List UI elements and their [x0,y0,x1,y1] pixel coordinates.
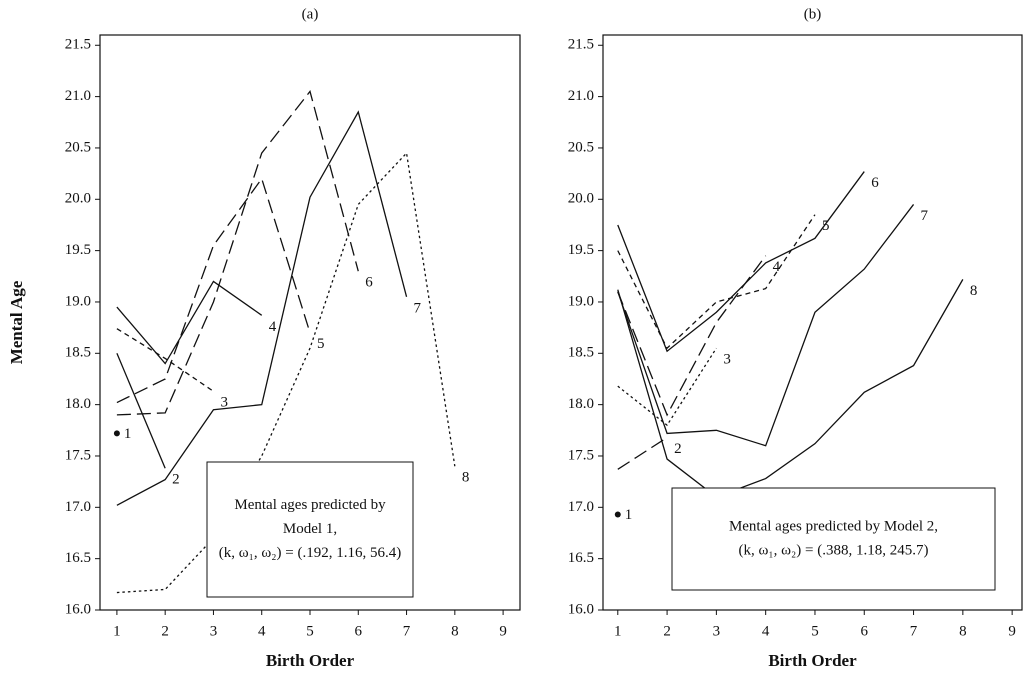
x-tick-label: 8 [451,623,459,639]
y-tick-label: 21.5 [568,37,594,53]
series-label: 6 [871,175,879,191]
series-line [116,280,263,365]
x-tick-label: 4 [258,623,266,639]
x-tick-label: 8 [959,623,967,639]
series-line [617,204,915,447]
series-line [116,90,359,416]
annotation-text: Mental ages predicted by Model 2, [729,518,938,534]
y-tick-label: 19.0 [65,293,91,309]
x-tick-label: 2 [663,623,671,639]
panel-title: (b) [804,6,822,22]
panel-title: (a) [302,6,319,22]
y-tick-label: 19.5 [568,242,594,258]
y-tick-label: 18.5 [568,345,594,361]
annotation-box [206,461,414,598]
series-line [617,279,964,498]
series-label: 8 [970,283,978,299]
y-tick-label: 21.5 [65,37,91,53]
series-point [113,430,120,437]
series-label: 5 [317,336,325,352]
series-label: 7 [921,208,929,224]
y-tick-label: 19.5 [65,242,91,258]
series-label: 4 [773,259,781,275]
x-tick-label: 3 [713,623,721,639]
series-label: 4 [269,319,277,335]
series-label: 2 [172,472,180,488]
annotation-text: (k, ω₁, ω₂) = (.192, 1.16, 56.4) [219,545,401,561]
annotation-text: (k, ω₁, ω₂) = (.388, 1.18, 245.7) [739,542,929,558]
x-tick-label: 5 [811,623,819,639]
y-tick-label: 20.5 [65,139,91,155]
x-tick-label: 9 [1008,623,1016,639]
y-tick-label: 16.5 [65,550,91,566]
series-line [617,436,668,470]
y-tick-label: 17.0 [65,499,91,515]
series-point [614,511,621,518]
x-tick-label: 9 [499,623,507,639]
x-tick-label: 6 [355,623,363,639]
y-tick-label: 20.5 [568,139,594,155]
y-tick-label: 17.5 [65,447,91,463]
series-line [617,347,717,427]
series-line [116,110,408,506]
series-line [116,177,311,404]
y-tick-label: 20.0 [65,191,91,207]
series-label: 6 [365,275,373,291]
x-axis-label: Birth Order [768,651,857,670]
y-tick-label: 21.0 [65,88,91,104]
y-tick-label: 18.5 [65,345,91,361]
x-tick-label: 3 [210,623,218,639]
annotation-box [671,487,996,591]
series-line [116,328,214,392]
series-label: 8 [462,470,470,486]
y-tick-label: 18.0 [65,396,91,412]
y-tick-label: 21.0 [568,88,594,104]
series-label: 1 [124,426,131,442]
y-tick-label: 17.0 [568,499,594,515]
annotation-text: Mental ages predicted by [234,497,386,513]
plot-frame [602,34,1023,611]
x-tick-label: 7 [910,623,918,639]
y-tick-label: 16.0 [568,601,594,617]
annotation-text: Model 1, [283,521,337,537]
series-line [116,353,166,469]
x-tick-label: 2 [161,623,169,639]
series-label: 3 [220,395,228,411]
y-tick-label: 17.5 [568,447,594,463]
x-tick-label: 1 [614,623,622,639]
y-tick-label: 19.0 [568,293,594,309]
series-label: 1 [625,507,633,523]
y-tick-label: 16.5 [568,550,594,566]
series-label: 7 [414,300,422,316]
y-tick-label: 16.0 [65,601,91,617]
x-tick-label: 6 [861,623,869,639]
y-tick-label: 20.0 [568,191,594,207]
x-tick-label: 1 [113,623,121,639]
y-axis-label: Mental Age [7,280,26,364]
series-label: 2 [674,441,682,457]
x-axis-label: Birth Order [266,651,355,670]
series-label: 5 [822,218,830,234]
x-tick-label: 5 [306,623,314,639]
series-line [617,171,865,353]
y-tick-label: 18.0 [568,396,594,412]
x-tick-label: 4 [762,623,770,639]
series-line [617,214,816,350]
series-line [617,255,767,417]
x-tick-label: 7 [403,623,411,639]
series-label: 3 [723,352,731,368]
